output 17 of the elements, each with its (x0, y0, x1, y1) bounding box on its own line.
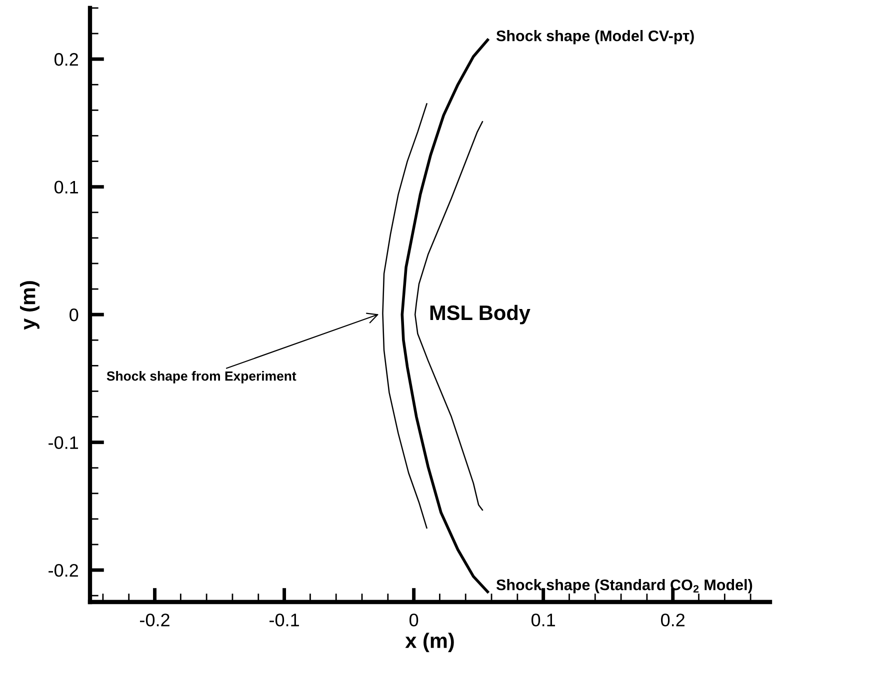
y-tick-label: 0.2 (54, 53, 78, 66)
x-axis-title: x (m) (405, 632, 454, 652)
y-axis-title: y (m) (20, 281, 40, 330)
x-tick-label: 0.2 (661, 614, 684, 626)
annotation: Shock shape from Experiment (106, 371, 296, 384)
y-tick-label: 0.1 (54, 180, 78, 194)
annotation: Shock shape (Model CV-pτ) (496, 30, 694, 44)
x-tick-label: 0 (409, 614, 418, 626)
y-tick-label: 0 (70, 308, 78, 322)
annotation: Shock shape (Standard CO$_{2}$ Model) (496, 579, 752, 594)
x-tick-label: 0.1 (531, 614, 556, 626)
line-series (382, 103, 428, 529)
x-tick-label: -0.1 (270, 614, 299, 626)
y-tick-label: -0.1 (48, 436, 78, 450)
y-tick-label: -0.2 (48, 564, 78, 577)
x-tick-label: -0.2 (140, 614, 170, 626)
annotation: MSL Body (430, 304, 530, 324)
